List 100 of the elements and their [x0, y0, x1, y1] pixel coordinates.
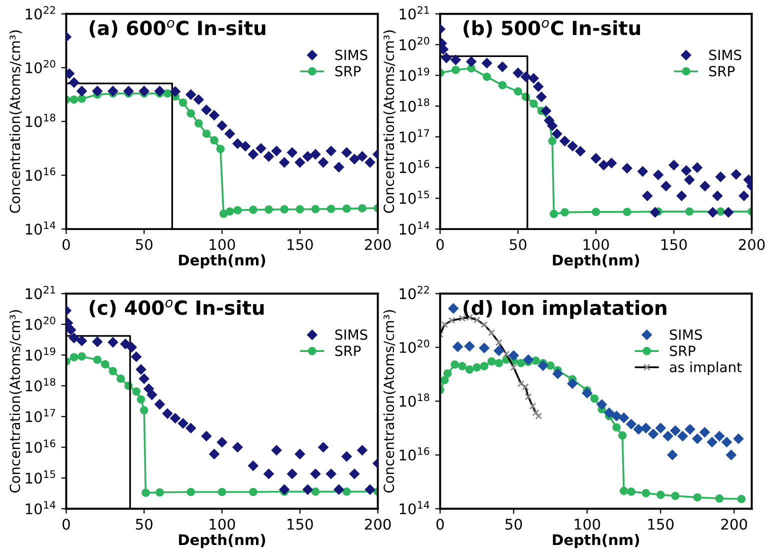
point	[248, 149, 258, 160]
point	[154, 399, 165, 410]
point	[714, 431, 725, 442]
point	[108, 366, 118, 376]
point	[520, 72, 531, 82]
y-tick-label: 10$^{16}$	[400, 160, 430, 174]
point	[294, 448, 306, 460]
x-tick-label: 150	[648, 518, 674, 530]
x-tick-label: 150	[662, 239, 687, 250]
point	[681, 165, 692, 176]
point	[590, 153, 602, 164]
point	[163, 89, 172, 98]
point	[140, 406, 148, 414]
x-tick-label: 200	[364, 518, 391, 530]
x-axis-title: Depth(nm)	[179, 254, 266, 268]
x-tick-label: 0	[62, 239, 70, 250]
y-tick-label: 10$^{21}$	[26, 286, 56, 300]
point	[671, 492, 680, 500]
x-axis-title: Depth(nm)	[179, 534, 266, 548]
point	[318, 157, 328, 168]
y-tick-label: 10$^{18}$	[26, 114, 56, 128]
point	[676, 190, 687, 201]
point	[108, 86, 118, 96]
x-tick-label: 100	[584, 239, 609, 250]
point	[560, 208, 569, 216]
point	[76, 336, 87, 346]
point	[667, 450, 678, 460]
y-tick-label: 10$^{18}$	[400, 393, 430, 407]
point	[178, 98, 188, 107]
point	[136, 395, 146, 404]
point	[249, 206, 258, 214]
point	[186, 423, 196, 434]
point	[598, 160, 609, 170]
point	[233, 206, 242, 214]
point	[494, 346, 504, 356]
point	[194, 94, 204, 105]
point	[514, 87, 522, 96]
x-tick-label: 150	[288, 518, 313, 530]
point	[668, 160, 679, 170]
legend-label: SRP	[335, 66, 361, 76]
point	[604, 408, 614, 418]
point	[642, 190, 652, 201]
point	[123, 86, 134, 96]
point	[232, 442, 243, 452]
point	[540, 106, 552, 116]
point	[142, 488, 150, 497]
point	[678, 431, 688, 442]
point	[226, 207, 234, 216]
point	[567, 378, 578, 389]
point	[209, 448, 220, 460]
x-axis-title: Depth(nm)	[552, 254, 640, 268]
point	[280, 205, 288, 214]
point	[186, 109, 196, 118]
point	[178, 418, 188, 428]
point	[546, 361, 555, 370]
point	[66, 324, 76, 335]
point	[548, 136, 556, 146]
point	[294, 157, 306, 168]
point	[154, 86, 165, 96]
point	[472, 363, 482, 372]
point	[716, 207, 725, 216]
point	[479, 342, 490, 354]
chart-title: (b) 500$^{o}$C In-situ	[464, 20, 640, 38]
point	[139, 374, 150, 384]
y-axis-title: Concentration(Atoms/cm³)	[383, 310, 396, 493]
point	[156, 488, 164, 497]
y-tick-label: 10$^{22}$	[400, 286, 429, 300]
point	[70, 353, 78, 362]
point	[640, 422, 652, 434]
point	[618, 412, 629, 423]
point	[132, 387, 140, 396]
point	[271, 445, 282, 456]
point	[349, 468, 360, 480]
point	[638, 166, 648, 177]
x-axis-title: Depth(nm)	[552, 534, 640, 548]
point	[465, 365, 474, 374]
y-tick-label: 10$^{14}$	[26, 221, 56, 235]
point	[723, 207, 734, 218]
x-tick-label: 50	[136, 239, 152, 250]
point	[271, 146, 282, 156]
point	[733, 434, 744, 444]
point	[596, 399, 607, 410]
point	[68, 332, 80, 344]
point	[342, 147, 352, 158]
point	[622, 163, 632, 174]
point	[722, 437, 732, 448]
point	[256, 143, 266, 154]
y-axis-title: Concentration(Atoms/cm³)	[383, 30, 396, 213]
point	[606, 158, 617, 168]
point	[648, 428, 658, 440]
point	[139, 86, 150, 96]
point	[101, 360, 110, 368]
point	[287, 468, 298, 480]
chart-title: (d) Ion implatation	[464, 300, 666, 319]
point	[582, 388, 592, 398]
point	[358, 204, 366, 212]
point	[116, 374, 125, 383]
x-tick-label: 200	[721, 518, 748, 530]
point	[528, 73, 539, 84]
x-tick-label: 200	[738, 239, 765, 250]
